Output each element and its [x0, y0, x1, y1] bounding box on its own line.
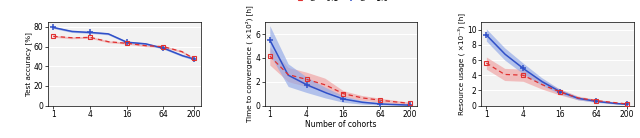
Y-axis label: Time to convergence ( ×10²) [h]: Time to convergence ( ×10²) [h] — [245, 5, 253, 122]
Y-axis label: Resource usage ( ×10⁻³) [h]: Resource usage ( ×10⁻³) [h] — [457, 13, 465, 115]
X-axis label: Number of cohorts: Number of cohorts — [305, 120, 376, 129]
Y-axis label: Test accuracy [%]: Test accuracy [%] — [25, 32, 32, 96]
Legend: α = 0.1, α = 1.0: α = 0.1, α = 1.0 — [291, 0, 391, 6]
